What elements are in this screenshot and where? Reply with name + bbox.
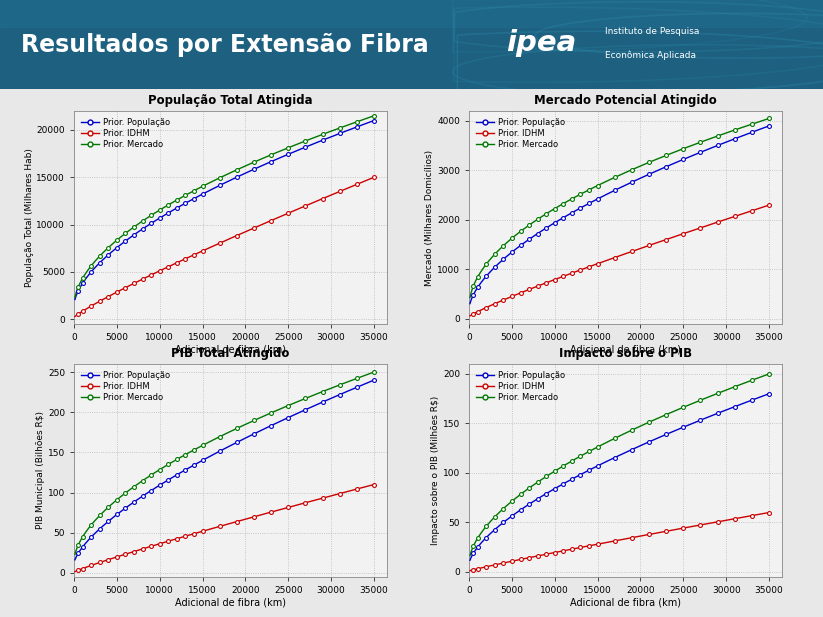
Text: Instituto de Pesquisa: Instituto de Pesquisa	[605, 27, 700, 36]
Title: Impacto sobre o PIB: Impacto sobre o PIB	[559, 347, 692, 360]
Text: ipea: ipea	[506, 29, 576, 57]
Title: PIB Total Atingido: PIB Total Atingido	[171, 347, 290, 360]
Legend: Prior. População, Prior. IDHM, Prior. Mercado: Prior. População, Prior. IDHM, Prior. Me…	[78, 115, 173, 151]
Bar	[0, 0, 823, 27]
Title: População Total Atingida: População Total Atingida	[148, 94, 313, 107]
Legend: Prior. População, Prior. IDHM, Prior. Mercado: Prior. População, Prior. IDHM, Prior. Me…	[473, 368, 568, 404]
X-axis label: Adicional de fibra (km): Adicional de fibra (km)	[570, 598, 681, 608]
Y-axis label: PIB Municipal (Bilhões R$): PIB Municipal (Bilhões R$)	[36, 412, 45, 529]
X-axis label: Adicional de fibra (km): Adicional de fibra (km)	[175, 598, 286, 608]
Y-axis label: População Total (Milhares Hab): População Total (Milhares Hab)	[25, 148, 34, 287]
Text: Econômica Aplicada: Econômica Aplicada	[605, 51, 696, 60]
Title: Mercado Potencial Atingido: Mercado Potencial Atingido	[534, 94, 717, 107]
Y-axis label: Impacto sobre o PIB (Milhões R$): Impacto sobre o PIB (Milhões R$)	[431, 396, 440, 545]
Text: Resultados por Extensão Fibra: Resultados por Extensão Fibra	[21, 33, 428, 57]
Legend: Prior. População, Prior. IDHM, Prior. Mercado: Prior. População, Prior. IDHM, Prior. Me…	[473, 115, 568, 151]
X-axis label: Adicional de fibra (km): Adicional de fibra (km)	[570, 345, 681, 355]
Y-axis label: Mercado (Milhares Domicílios): Mercado (Milhares Domicílios)	[425, 149, 435, 286]
X-axis label: Adicional de fibra (km): Adicional de fibra (km)	[175, 345, 286, 355]
Legend: Prior. População, Prior. IDHM, Prior. Mercado: Prior. População, Prior. IDHM, Prior. Me…	[78, 368, 173, 404]
